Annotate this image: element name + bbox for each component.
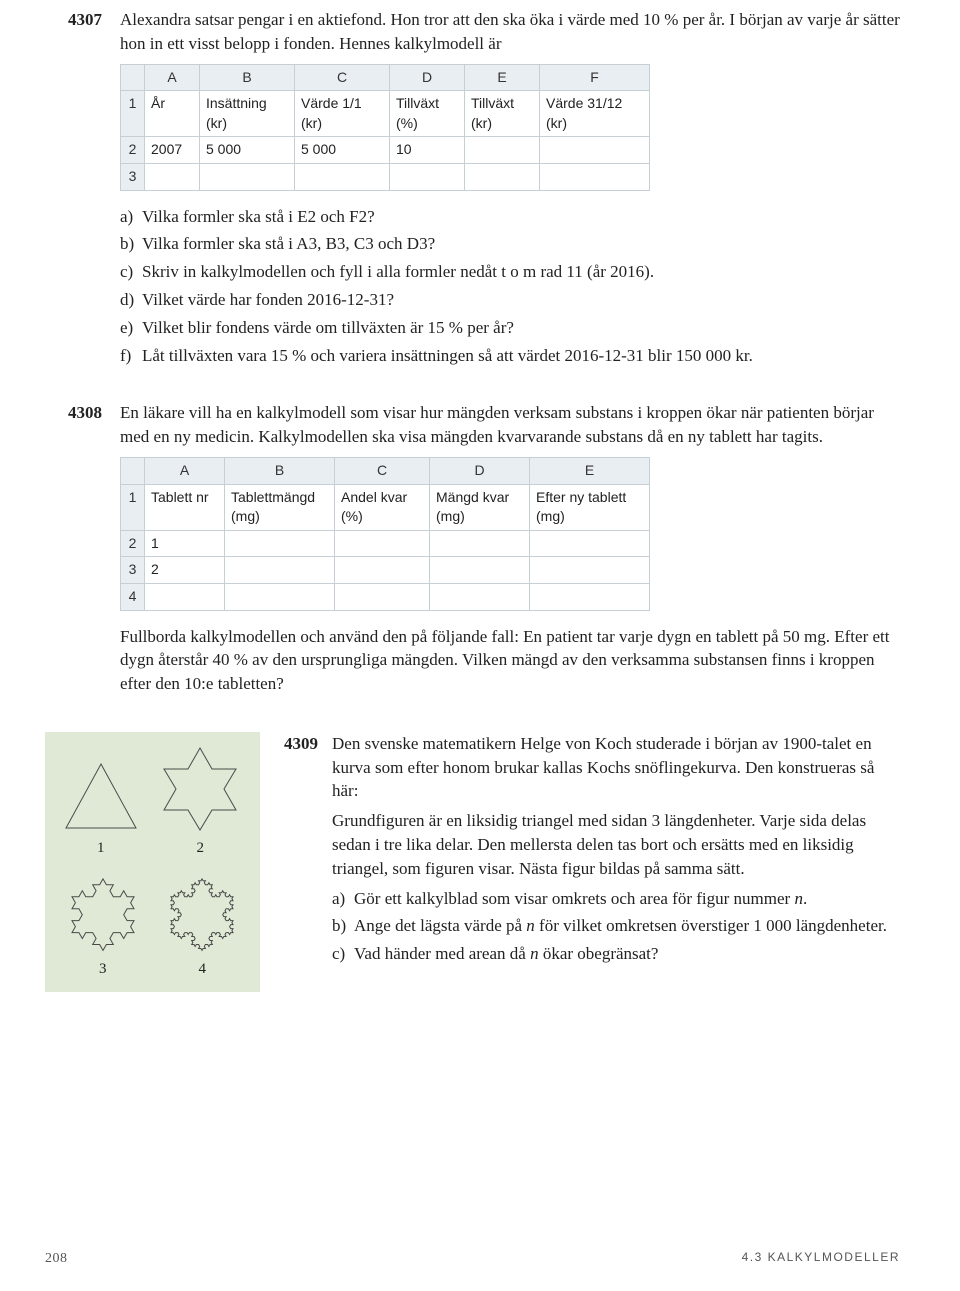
- desc-text: Grundfiguren är en liksidig triangel med…: [332, 809, 900, 880]
- koch-figure-3: [58, 865, 148, 955]
- spreadsheet-4307: ABCDEF1ÅrInsättning (kr)Värde 1/1 (kr)Ti…: [120, 64, 650, 191]
- exercise-number: 4309: [272, 732, 332, 970]
- exercise-body: En läkare vill ha en kalkylmodell som vi…: [120, 401, 900, 702]
- exercise-4307: 4307 Alexandra satsar pengar i en aktief…: [45, 8, 900, 371]
- item-b: b)Vilka formler ska stå i A3, B3, C3 och…: [120, 232, 900, 256]
- exercise-4309-container: 1 2 3: [45, 732, 900, 992]
- intro-text: En läkare vill ha en kalkylmodell som vi…: [120, 401, 900, 449]
- exercise-number: 4307: [45, 8, 120, 371]
- sub-items: a)Gör ett kalkylblad som visar omkrets o…: [332, 887, 900, 966]
- followup-text: Fullborda kalkylmodellen och använd den …: [120, 625, 900, 696]
- koch-sidebar: 1 2 3: [45, 732, 260, 992]
- koch-label-3: 3: [99, 959, 107, 980]
- item-d: d)Vilket värde har fonden 2016-12-31?: [120, 288, 900, 312]
- item-a: a)Gör ett kalkylblad som visar omkrets o…: [332, 887, 900, 911]
- exercise-number: 4308: [45, 401, 120, 702]
- exercise-body: Den svenske matematikern Helge von Koch …: [332, 732, 900, 970]
- item-c: c)Vad händer med arean då n ökar obegrän…: [332, 942, 900, 966]
- item-a: a)Vilka formler ska stå i E2 och F2?: [120, 205, 900, 229]
- sub-items: a)Vilka formler ska stå i E2 och F2? b)V…: [120, 205, 900, 368]
- section-label: 4.3 KALKYLMODELLER: [742, 1249, 900, 1269]
- exercise-4308: 4308 En läkare vill ha en kalkylmodell s…: [45, 401, 900, 702]
- page-number: 208: [45, 1249, 68, 1269]
- intro-text: Alexandra satsar pengar i en aktiefond. …: [120, 8, 900, 56]
- koch-label-2: 2: [197, 838, 205, 859]
- item-e: e)Vilket blir fondens värde om tillväxte…: [120, 316, 900, 340]
- intro-text: Den svenske matematikern Helge von Koch …: [332, 732, 900, 803]
- page-footer: 208 4.3 KALKYLMODELLER: [45, 1249, 900, 1269]
- koch-figure-4: [157, 865, 247, 955]
- exercise-body: Alexandra satsar pengar i en aktiefond. …: [120, 8, 900, 371]
- koch-label-4: 4: [199, 959, 207, 980]
- item-c: c)Skriv in kalkylmodellen och fyll i all…: [120, 260, 900, 284]
- koch-figure-2: [155, 744, 245, 834]
- koch-figure-1: [60, 758, 142, 834]
- spreadsheet-4308: ABCDE1Tablett nrTablettmängd (mg)Andel k…: [120, 457, 650, 611]
- item-f: f)Låt tillväxten vara 15 % och variera i…: [120, 344, 900, 368]
- koch-label-1: 1: [97, 838, 105, 859]
- item-b: b)Ange det lägsta värde på n för vilket …: [332, 914, 900, 938]
